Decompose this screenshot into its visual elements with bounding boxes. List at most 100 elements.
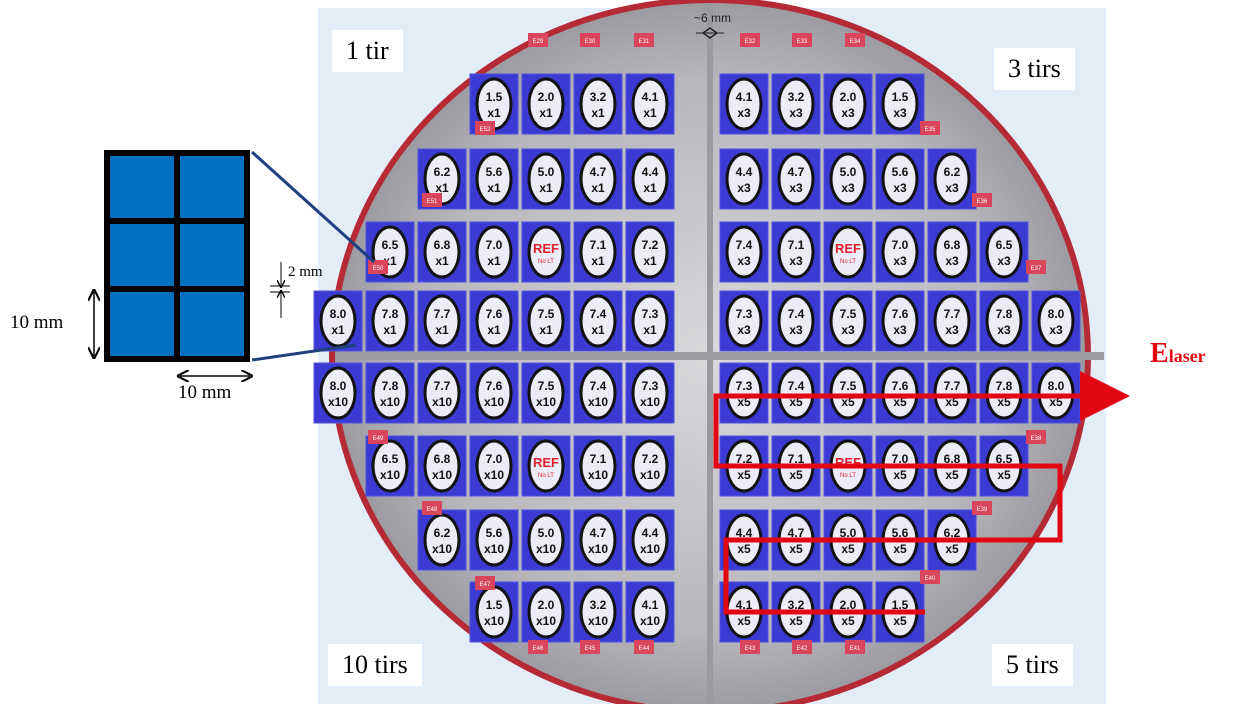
die-value: 3.2 (590, 598, 607, 612)
die-multiplier: x10 (484, 395, 504, 409)
die-multiplier: x3 (737, 254, 751, 268)
die-multiplier: x10 (432, 468, 452, 482)
die-multiplier: x5 (737, 614, 751, 628)
test-tag-label: E45 (585, 646, 596, 652)
die-value: 7.5 (840, 379, 857, 393)
die-right: 7.8x3 (979, 290, 1029, 352)
die-right: 3.2x3 (771, 73, 821, 135)
die-value: 7.6 (486, 307, 503, 321)
test-tag: E52 (475, 121, 495, 135)
test-tag-label: E35 (925, 127, 936, 133)
die-right: 7.1x3 (771, 221, 821, 283)
die-multiplier: x3 (893, 323, 907, 337)
die-value: 5.0 (840, 526, 857, 540)
die-multiplier: x3 (789, 106, 803, 120)
test-tag: E34 (845, 33, 865, 47)
die-multiplier: x10 (588, 614, 608, 628)
die-right: 7.6x5 (875, 362, 925, 424)
die-multiplier: x10 (380, 468, 400, 482)
test-tag: E47 (475, 576, 495, 590)
die-left: 7.6x1 (469, 290, 519, 352)
die-value: 6.5 (382, 452, 399, 466)
die-ref-sub: No LT (840, 473, 856, 479)
die-multiplier: x1 (487, 181, 501, 195)
test-tag: E38 (1026, 430, 1046, 444)
die-value: 5.6 (892, 165, 909, 179)
test-tag: E46 (528, 640, 548, 654)
die-ref-label: REF (533, 455, 559, 470)
test-tag-label: E29 (533, 39, 544, 45)
test-tag-label: E30 (585, 39, 596, 45)
die-right: 7.4x3 (719, 221, 769, 283)
die-multiplier: x1 (591, 181, 605, 195)
die-value: 7.8 (382, 379, 399, 393)
die-left: 7.4x1 (573, 290, 623, 352)
die-value: 7.4 (736, 238, 753, 252)
die-multiplier: x5 (997, 468, 1011, 482)
die-multiplier: x3 (1049, 323, 1063, 337)
die-right: 6.5x3 (979, 221, 1029, 283)
die-multiplier: x3 (841, 181, 855, 195)
die-right: 7.3x3 (719, 290, 769, 352)
die-value: 1.5 (486, 598, 503, 612)
die-right: 1.5x3 (875, 73, 925, 135)
quadrant-label-bottom-right: 5 tirs (992, 644, 1073, 686)
die-ref-label: REF (835, 241, 861, 256)
test-tag-label: E32 (745, 39, 756, 45)
die-right: 8.0x5 (1031, 362, 1081, 424)
test-tag: E37 (1026, 260, 1046, 274)
die-value: 7.2 (642, 452, 659, 466)
die-multiplier: x1 (383, 323, 397, 337)
die-multiplier: x1 (591, 254, 605, 268)
die-multiplier: x3 (789, 181, 803, 195)
die-multiplier: x10 (588, 542, 608, 556)
die-value: 7.8 (996, 307, 1013, 321)
dim-gap-label: 2 mm (288, 264, 323, 280)
die-value: 8.0 (330, 379, 347, 393)
die-value: 7.7 (434, 379, 451, 393)
test-tag: E44 (634, 640, 654, 654)
die-multiplier: x3 (997, 323, 1011, 337)
die-left: 8.0x1 (313, 290, 363, 352)
die-value: 7.3 (736, 307, 753, 321)
die-value: 6.5 (996, 238, 1013, 252)
laser-energy-label: Elaser (1150, 338, 1206, 370)
die-multiplier: x5 (945, 542, 959, 556)
test-tag-label: E39 (977, 507, 988, 513)
die-multiplier: x10 (484, 614, 504, 628)
die-multiplier: x3 (945, 181, 959, 195)
die-value: 7.1 (590, 238, 607, 252)
test-tag: E35 (920, 121, 940, 135)
die-multiplier: x5 (737, 468, 751, 482)
die-value: 6.5 (382, 238, 399, 252)
test-tag-label: E46 (533, 646, 544, 652)
die-right: 7.7x3 (927, 290, 977, 352)
test-tags: E29 E30 E31 E32 E33 E34 E35 E36 E37 E38 E39 E40 E41 E… (368, 33, 1046, 654)
die-value: 7.4 (590, 379, 607, 393)
test-tag-label: E44 (639, 646, 650, 652)
die-value: 3.2 (788, 90, 805, 104)
die-value: 5.0 (538, 165, 555, 179)
die-value: 4.4 (642, 526, 659, 540)
laser-energy-sub: laser (1168, 346, 1206, 366)
die-right: 6.2x3 (927, 148, 977, 210)
die-ref-sub: No LT (538, 473, 554, 479)
die-multiplier: x3 (893, 254, 907, 268)
test-tag-label: E37 (1031, 266, 1042, 272)
test-tag: E42 (792, 640, 812, 654)
die-left: 5.6x1 (469, 148, 519, 210)
die-value: 4.4 (736, 526, 753, 540)
die-value: 4.7 (590, 165, 607, 179)
die-multiplier: x3 (893, 181, 907, 195)
die-multiplier: x1 (487, 106, 501, 120)
test-tag: E49 (368, 430, 388, 444)
die-multiplier: x1 (435, 181, 449, 195)
